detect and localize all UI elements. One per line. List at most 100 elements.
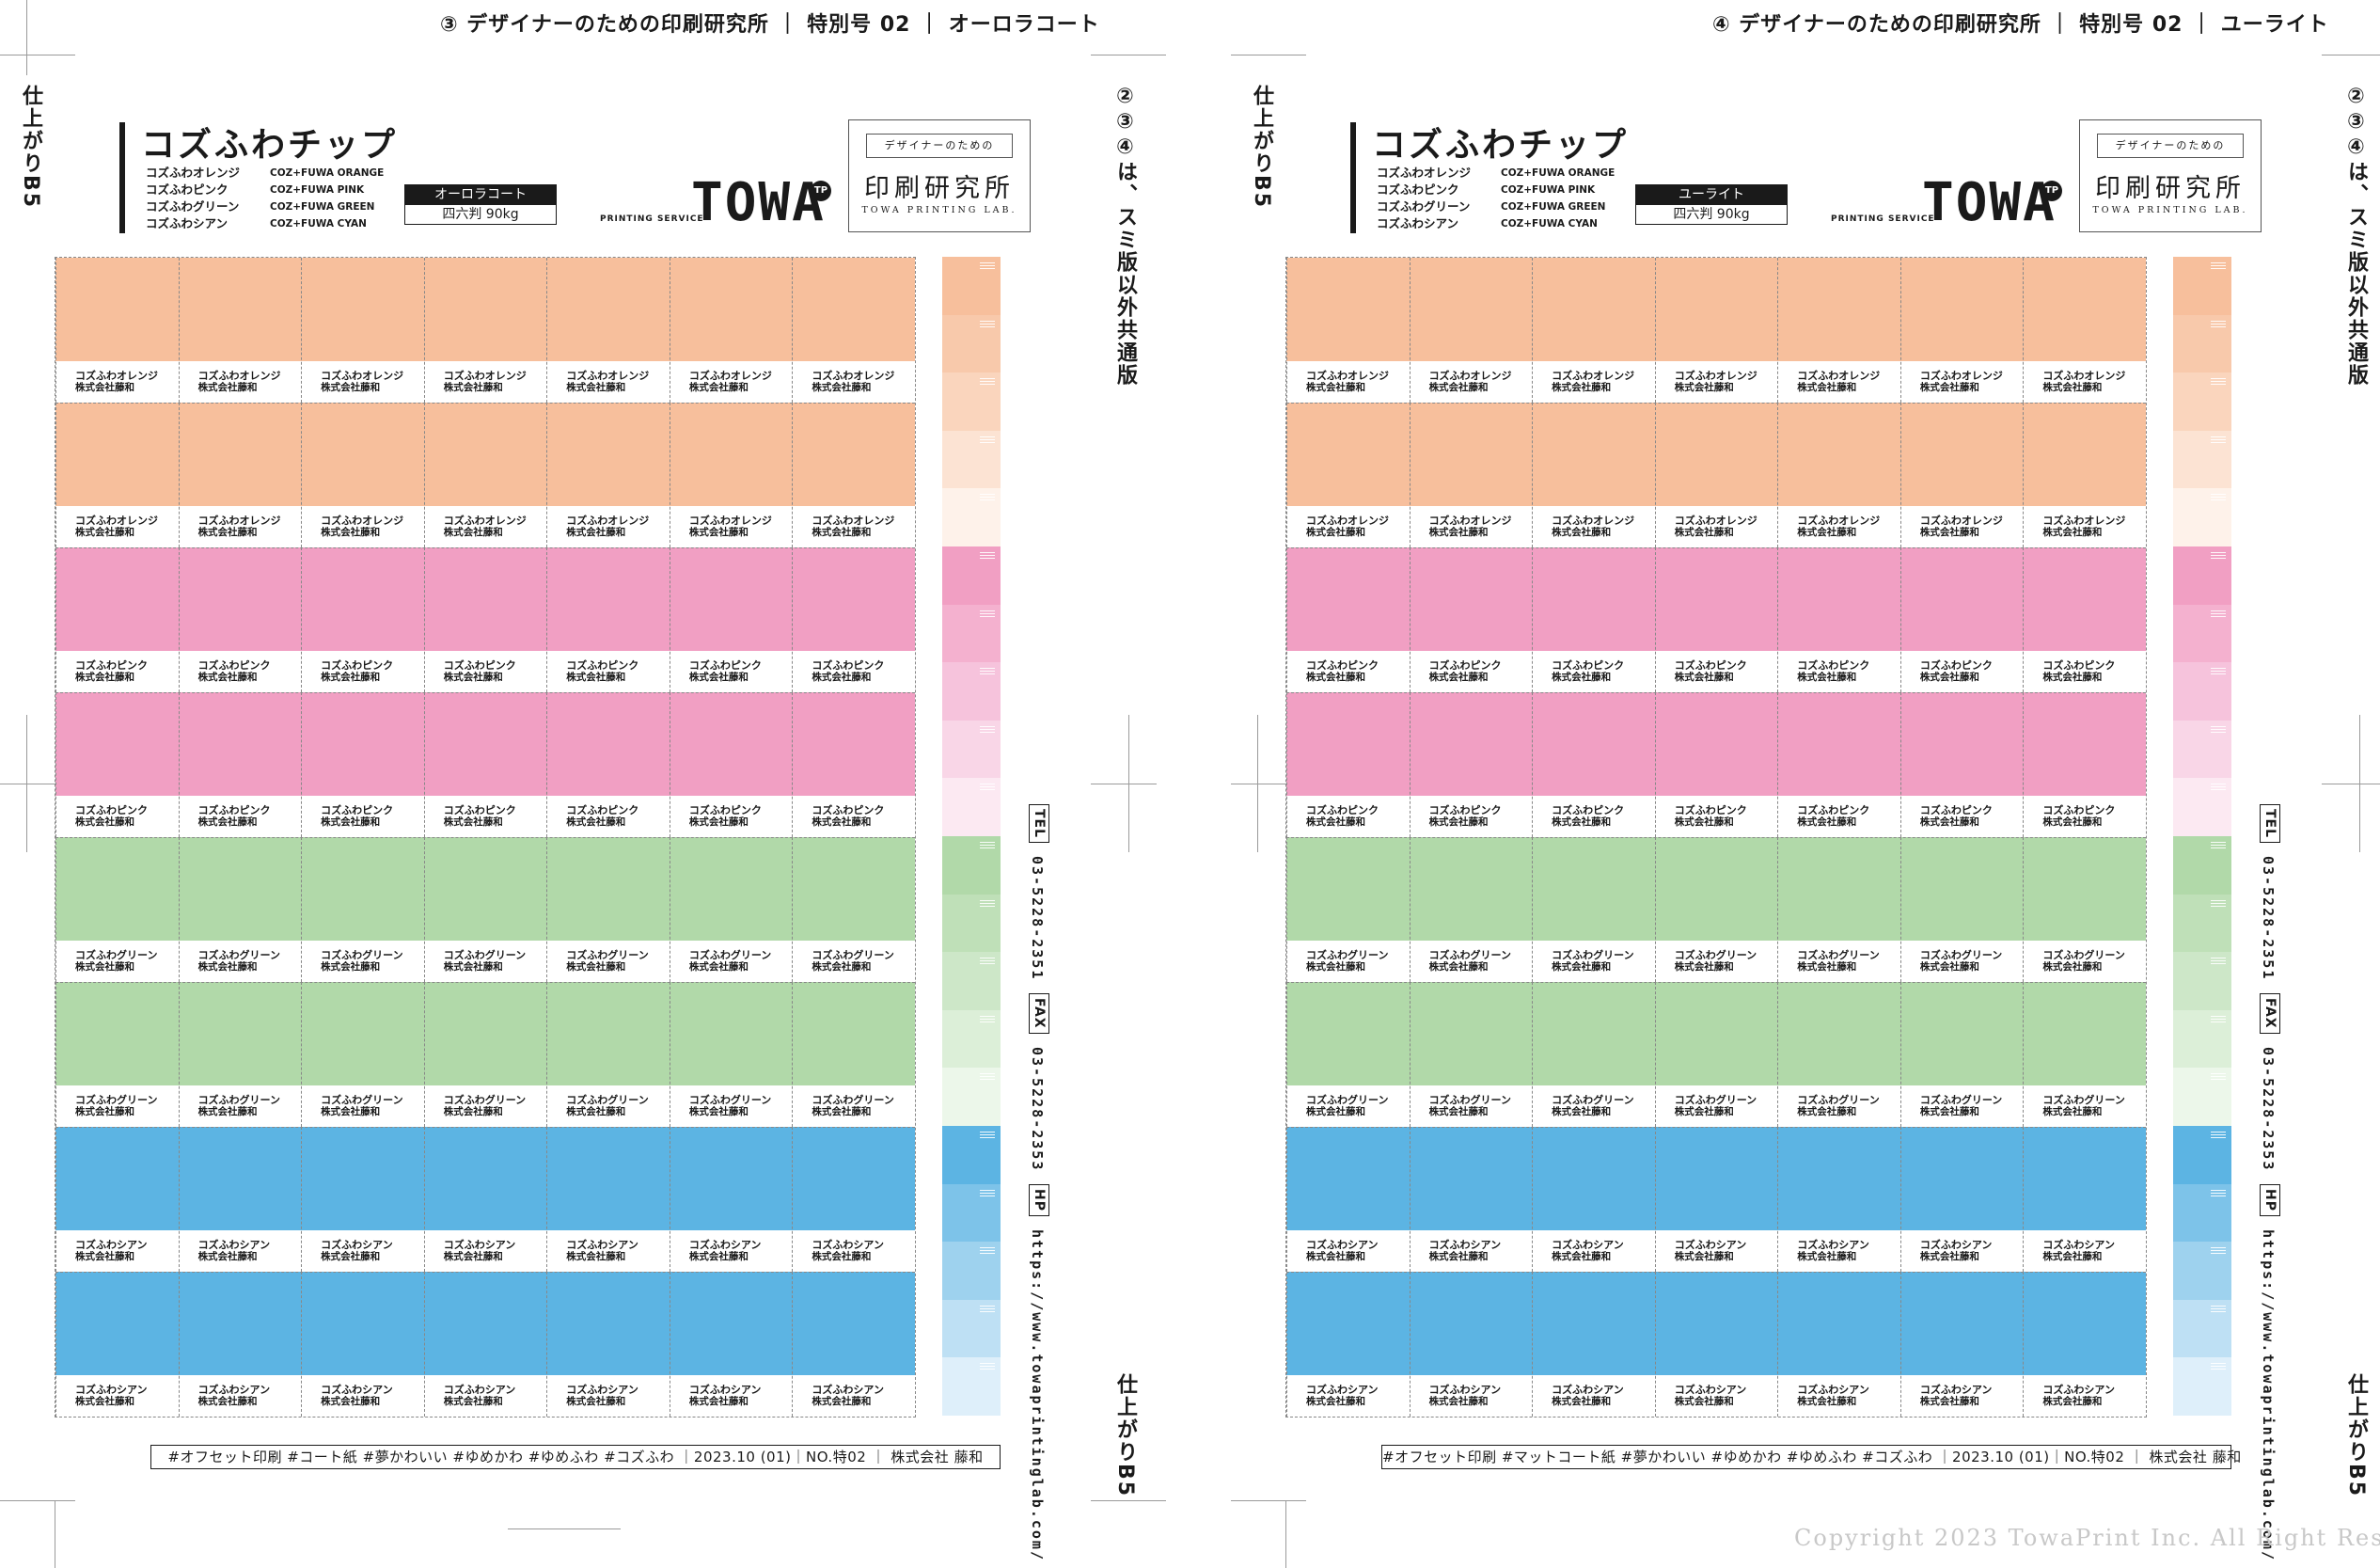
chip-company-label: 株式会社藤和 bbox=[1797, 1251, 1857, 1262]
tint-tick-icon bbox=[2211, 1305, 2226, 1307]
tint-swatch bbox=[2173, 778, 2231, 837]
color-chip: コズふわピンク 株式会社藤和 bbox=[1654, 692, 1779, 837]
finish-size-label: 仕上がりB5 bbox=[1250, 85, 1273, 210]
color-chip: コズふわオレンジ 株式会社藤和 bbox=[1654, 258, 1779, 403]
row-separator bbox=[1286, 692, 2146, 693]
chip-company-label: 株式会社藤和 bbox=[1674, 382, 1734, 393]
chip-company-label: 株式会社藤和 bbox=[197, 1396, 258, 1407]
chip-company-label: 株式会社藤和 bbox=[1674, 816, 1734, 828]
sheet-header: ③ デザイナーのための印刷研究所 ｜ 特別号 02 ｜ オーロラコート bbox=[440, 13, 1100, 37]
tint-swatch bbox=[2173, 314, 2231, 373]
chip-color-label: コズふわピンク bbox=[197, 804, 271, 816]
tel-label: TEL bbox=[2260, 804, 2280, 844]
chip-company-label: 株式会社藤和 bbox=[1428, 1251, 1489, 1262]
crop-mark bbox=[1091, 1500, 1166, 1501]
chip-color-label: コズふわシアン bbox=[1674, 1239, 1747, 1251]
chip-company-label: 株式会社藤和 bbox=[443, 961, 503, 973]
crop-mark bbox=[1257, 715, 1258, 852]
color-chip: コズふわピンク 株式会社藤和 bbox=[178, 692, 303, 837]
chip-grid: コズふわオレンジ 株式会社藤和 コズふわオレンジ 株式会社藤和 コズふわオレンジ 株式会社… bbox=[55, 257, 916, 1418]
chip-color-label: コズふわオレンジ bbox=[688, 370, 772, 382]
tint-tick-icon bbox=[980, 262, 995, 263]
chip-color-label: コズふわグリーン bbox=[1552, 1094, 1634, 1106]
color-chip: コズふわオレンジ 株式会社藤和 bbox=[178, 258, 303, 403]
chip-color-label: コズふわシアン bbox=[197, 1239, 271, 1251]
chip-color-label: コズふわグリーン bbox=[1428, 949, 1512, 961]
chip-company-label: 株式会社藤和 bbox=[1428, 527, 1489, 538]
row-separator bbox=[55, 837, 915, 838]
chip-color-label: コズふわシアン bbox=[1674, 1384, 1747, 1396]
chip-color-label: コズふわグリーン bbox=[443, 1094, 527, 1106]
chip-company-label: 株式会社藤和 bbox=[566, 961, 626, 973]
color-chip: コズふわオレンジ 株式会社藤和 bbox=[546, 258, 670, 403]
finish-size-label: 仕上がりB5 bbox=[1113, 1373, 1137, 1498]
lab-name-en: TOWA PRINTING LAB. bbox=[861, 205, 1017, 215]
chip-row: コズふわピンク 株式会社藤和 コズふわピンク 株式会社藤和 コズふわピンク 株式会社藤和コ… bbox=[55, 692, 915, 837]
chip-color-label: コズふわグリーン bbox=[1552, 949, 1634, 961]
color-chip: コズふわシアン 株式会社藤和 bbox=[1286, 1127, 1411, 1272]
color-chip: コズふわオレンジ 株式会社藤和 bbox=[1654, 403, 1779, 547]
color-chip: コズふわオレンジ 株式会社藤和 bbox=[55, 403, 180, 547]
chip-color-label: コズふわグリーン bbox=[1674, 1094, 1757, 1106]
color-band bbox=[1286, 258, 2146, 361]
row-separator bbox=[1286, 982, 2146, 983]
color-chip: コズふわオレンジ 株式会社藤和 bbox=[55, 258, 180, 403]
chip-company-label: 株式会社藤和 bbox=[1428, 816, 1489, 828]
chip-color-label: コズふわシアン bbox=[1552, 1239, 1624, 1251]
color-chip: コズふわピンク 株式会社藤和 bbox=[669, 547, 794, 692]
color-chip: コズふわオレンジ 株式会社藤和 bbox=[792, 403, 916, 547]
color-band bbox=[55, 1272, 915, 1375]
printing-service-label: PRINTING SERVICE bbox=[1831, 214, 1935, 224]
left-sheet: ③ デザイナーのための印刷研究所 ｜ 特別号 02 ｜ オーロラコート 仕上がり… bbox=[0, 0, 1166, 1568]
tint-tick-icon bbox=[980, 1247, 995, 1249]
hp-url[interactable]: https://www.towaprintinglab.com/ bbox=[2260, 1229, 2277, 1562]
chip-company-label: 株式会社藤和 bbox=[2042, 816, 2103, 828]
chip-color-label: コズふわグリーン bbox=[197, 1094, 281, 1106]
color-chip: コズふわオレンジ 株式会社藤和 bbox=[1286, 403, 1411, 547]
chip-company-label: 株式会社藤和 bbox=[1919, 1396, 1979, 1407]
towa-logo: TOWA bbox=[691, 172, 826, 233]
color-chip: コズふわピンク 株式会社藤和 bbox=[546, 692, 670, 837]
row-separator bbox=[55, 403, 915, 404]
chip-company-label: 株式会社藤和 bbox=[443, 382, 503, 393]
crop-mark bbox=[1231, 1500, 1306, 1501]
color-chip: コズふわピンク 株式会社藤和 bbox=[1654, 547, 1779, 692]
chip-color-label: コズふわグリーン bbox=[1306, 949, 1389, 961]
tint-tick-icon bbox=[980, 1015, 995, 1017]
chip-company-label: 株式会社藤和 bbox=[1919, 1251, 1979, 1262]
tint-swatch bbox=[2173, 1068, 2231, 1127]
chip-color-label: コズふわピンク bbox=[1428, 659, 1502, 672]
hp-url[interactable]: https://www.towaprintinglab.com/ bbox=[1029, 1229, 1046, 1562]
color-chip: コズふわピンク 株式会社藤和 bbox=[1532, 692, 1656, 837]
chip-color-label: コズふわグリーン bbox=[2042, 1094, 2125, 1106]
chip-company-label: 株式会社藤和 bbox=[75, 382, 134, 393]
tint-swatch bbox=[2173, 894, 2231, 953]
chip-row: コズふわシアン 株式会社藤和 コズふわシアン 株式会社藤和 コズふわシアン 株式会社藤和コ… bbox=[55, 1127, 915, 1272]
color-chip: コズふわシアン 株式会社藤和 bbox=[1899, 1127, 2025, 1272]
chip-row: コズふわシアン 株式会社藤和 コズふわシアン 株式会社藤和 コズふわシアン 株式会社藤和コ… bbox=[1286, 1127, 2146, 1272]
finish-size-label: 仕上がりB5 bbox=[19, 85, 42, 210]
chip-color-label: コズふわシアン bbox=[321, 1384, 393, 1396]
color-chip: コズふわシアン 株式会社藤和 bbox=[423, 1272, 548, 1417]
chip-company-label: 株式会社藤和 bbox=[321, 816, 381, 828]
tint-tick-icon bbox=[2211, 494, 2226, 496]
chip-company-label: 株式会社藤和 bbox=[1552, 816, 1612, 828]
chip-color-label: コズふわシアン bbox=[688, 1239, 762, 1251]
tint-swatch bbox=[2173, 257, 2231, 316]
color-chip: コズふわグリーン 株式会社藤和 bbox=[55, 982, 180, 1127]
chip-company-label: 株式会社藤和 bbox=[197, 527, 258, 538]
chip-color-label: コズふわピンク bbox=[1306, 659, 1379, 672]
crop-mark bbox=[508, 1528, 621, 1529]
tint-tick-icon bbox=[980, 494, 995, 496]
tint-tick-icon bbox=[980, 610, 995, 611]
chip-row: コズふわピンク 株式会社藤和 コズふわピンク 株式会社藤和 コズふわピンク 株式会社藤和コ… bbox=[55, 547, 915, 692]
sheet-header: ④ デザイナーのための印刷研究所 ｜ 特別号 02 ｜ ユーライト bbox=[1712, 13, 2329, 37]
color-chip: コズふわピンク 株式会社藤和 bbox=[1777, 547, 1901, 692]
copyright: Copyright 2023 TowaPrint Inc. All Right … bbox=[1794, 1525, 2380, 1551]
tint-tick-icon bbox=[980, 725, 995, 727]
chip-company-label: 株式会社藤和 bbox=[812, 672, 872, 683]
tint-tick-icon bbox=[2211, 1363, 2226, 1365]
color-band bbox=[1286, 403, 2146, 506]
color-chip: コズふわグリーン 株式会社藤和 bbox=[1286, 837, 1411, 982]
color-chip: コズふわオレンジ 株式会社藤和 bbox=[1532, 403, 1656, 547]
